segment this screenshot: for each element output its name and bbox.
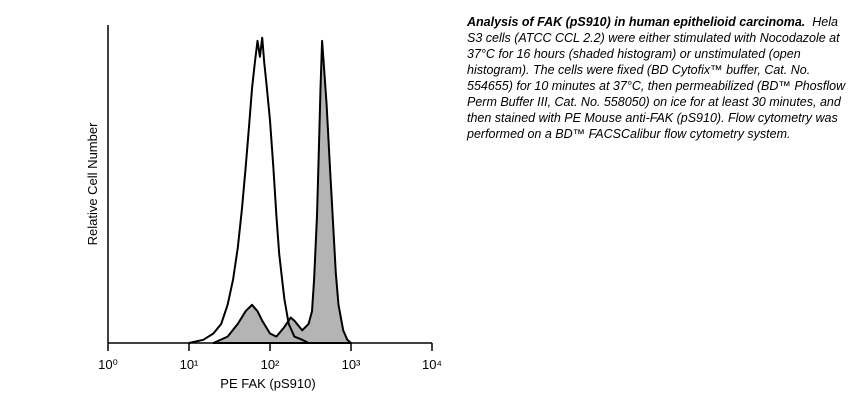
caption: Analysis of FAK (pS910) in human epithel…: [467, 14, 852, 142]
chart: Relative Cell Number PE FAK (pS910) 10⁰ 1…: [85, 25, 442, 391]
caption-title: Analysis of FAK (pS910) in human epithel…: [467, 15, 806, 29]
histogram: [212, 39, 352, 344]
x-tick-label: 10³: [342, 357, 361, 372]
x-axis-label: PE FAK (pS910): [220, 376, 315, 391]
x-tick-label: 10⁰: [98, 357, 118, 372]
y-axis-label: Relative Cell Number: [85, 122, 100, 245]
x-tick-label: 10¹: [180, 357, 199, 372]
caption-text: Hela S3 cells (ATCC CCL 2.2) were either…: [467, 15, 846, 141]
x-tick-label: 10²: [261, 357, 280, 372]
histogram: [188, 36, 310, 344]
x-tick-label: 10⁴: [422, 357, 442, 372]
